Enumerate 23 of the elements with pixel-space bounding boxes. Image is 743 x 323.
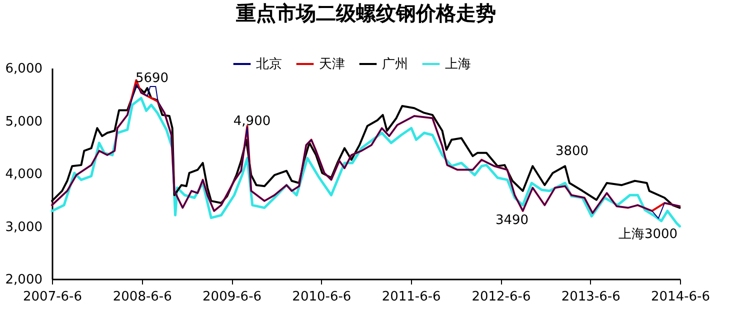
legend-label: 北京 (256, 57, 282, 72)
legend-label: 广州 (382, 57, 408, 72)
x-tick-label: 2008-6-6 (112, 290, 172, 304)
annotation: 3800 (555, 144, 589, 159)
legend-label: 天津 (319, 57, 345, 72)
legend-label: 上海 (445, 57, 471, 72)
x-tick-label: 2010-6-6 (292, 290, 352, 304)
x-tick-label: 2011-6-6 (382, 290, 441, 304)
y-tick-label: 2,000 (5, 272, 42, 288)
y-tick-label: 6,000 (5, 62, 42, 76)
chart-title: 重点市场二级螺纹钢价格走势 (235, 1, 496, 25)
y-tick-label: 3,000 (5, 220, 42, 235)
x-tick-label: 2012-6-6 (472, 290, 531, 304)
annotation: 3490 (495, 213, 529, 228)
x-tick-label: 2013-6-6 (561, 290, 620, 304)
x-tick-label: 2007-6-6 (22, 290, 82, 304)
x-tick-label: 2014-6-6 (650, 290, 710, 304)
annotation: 4,900 (233, 114, 271, 129)
annotation: 5690 (135, 71, 169, 86)
y-tick-label: 5,000 (5, 114, 42, 130)
x-tick-label: 2009-6-6 (202, 290, 262, 304)
annotation: 上海3000 (618, 227, 678, 242)
y-tick-label: 4,000 (5, 167, 42, 182)
